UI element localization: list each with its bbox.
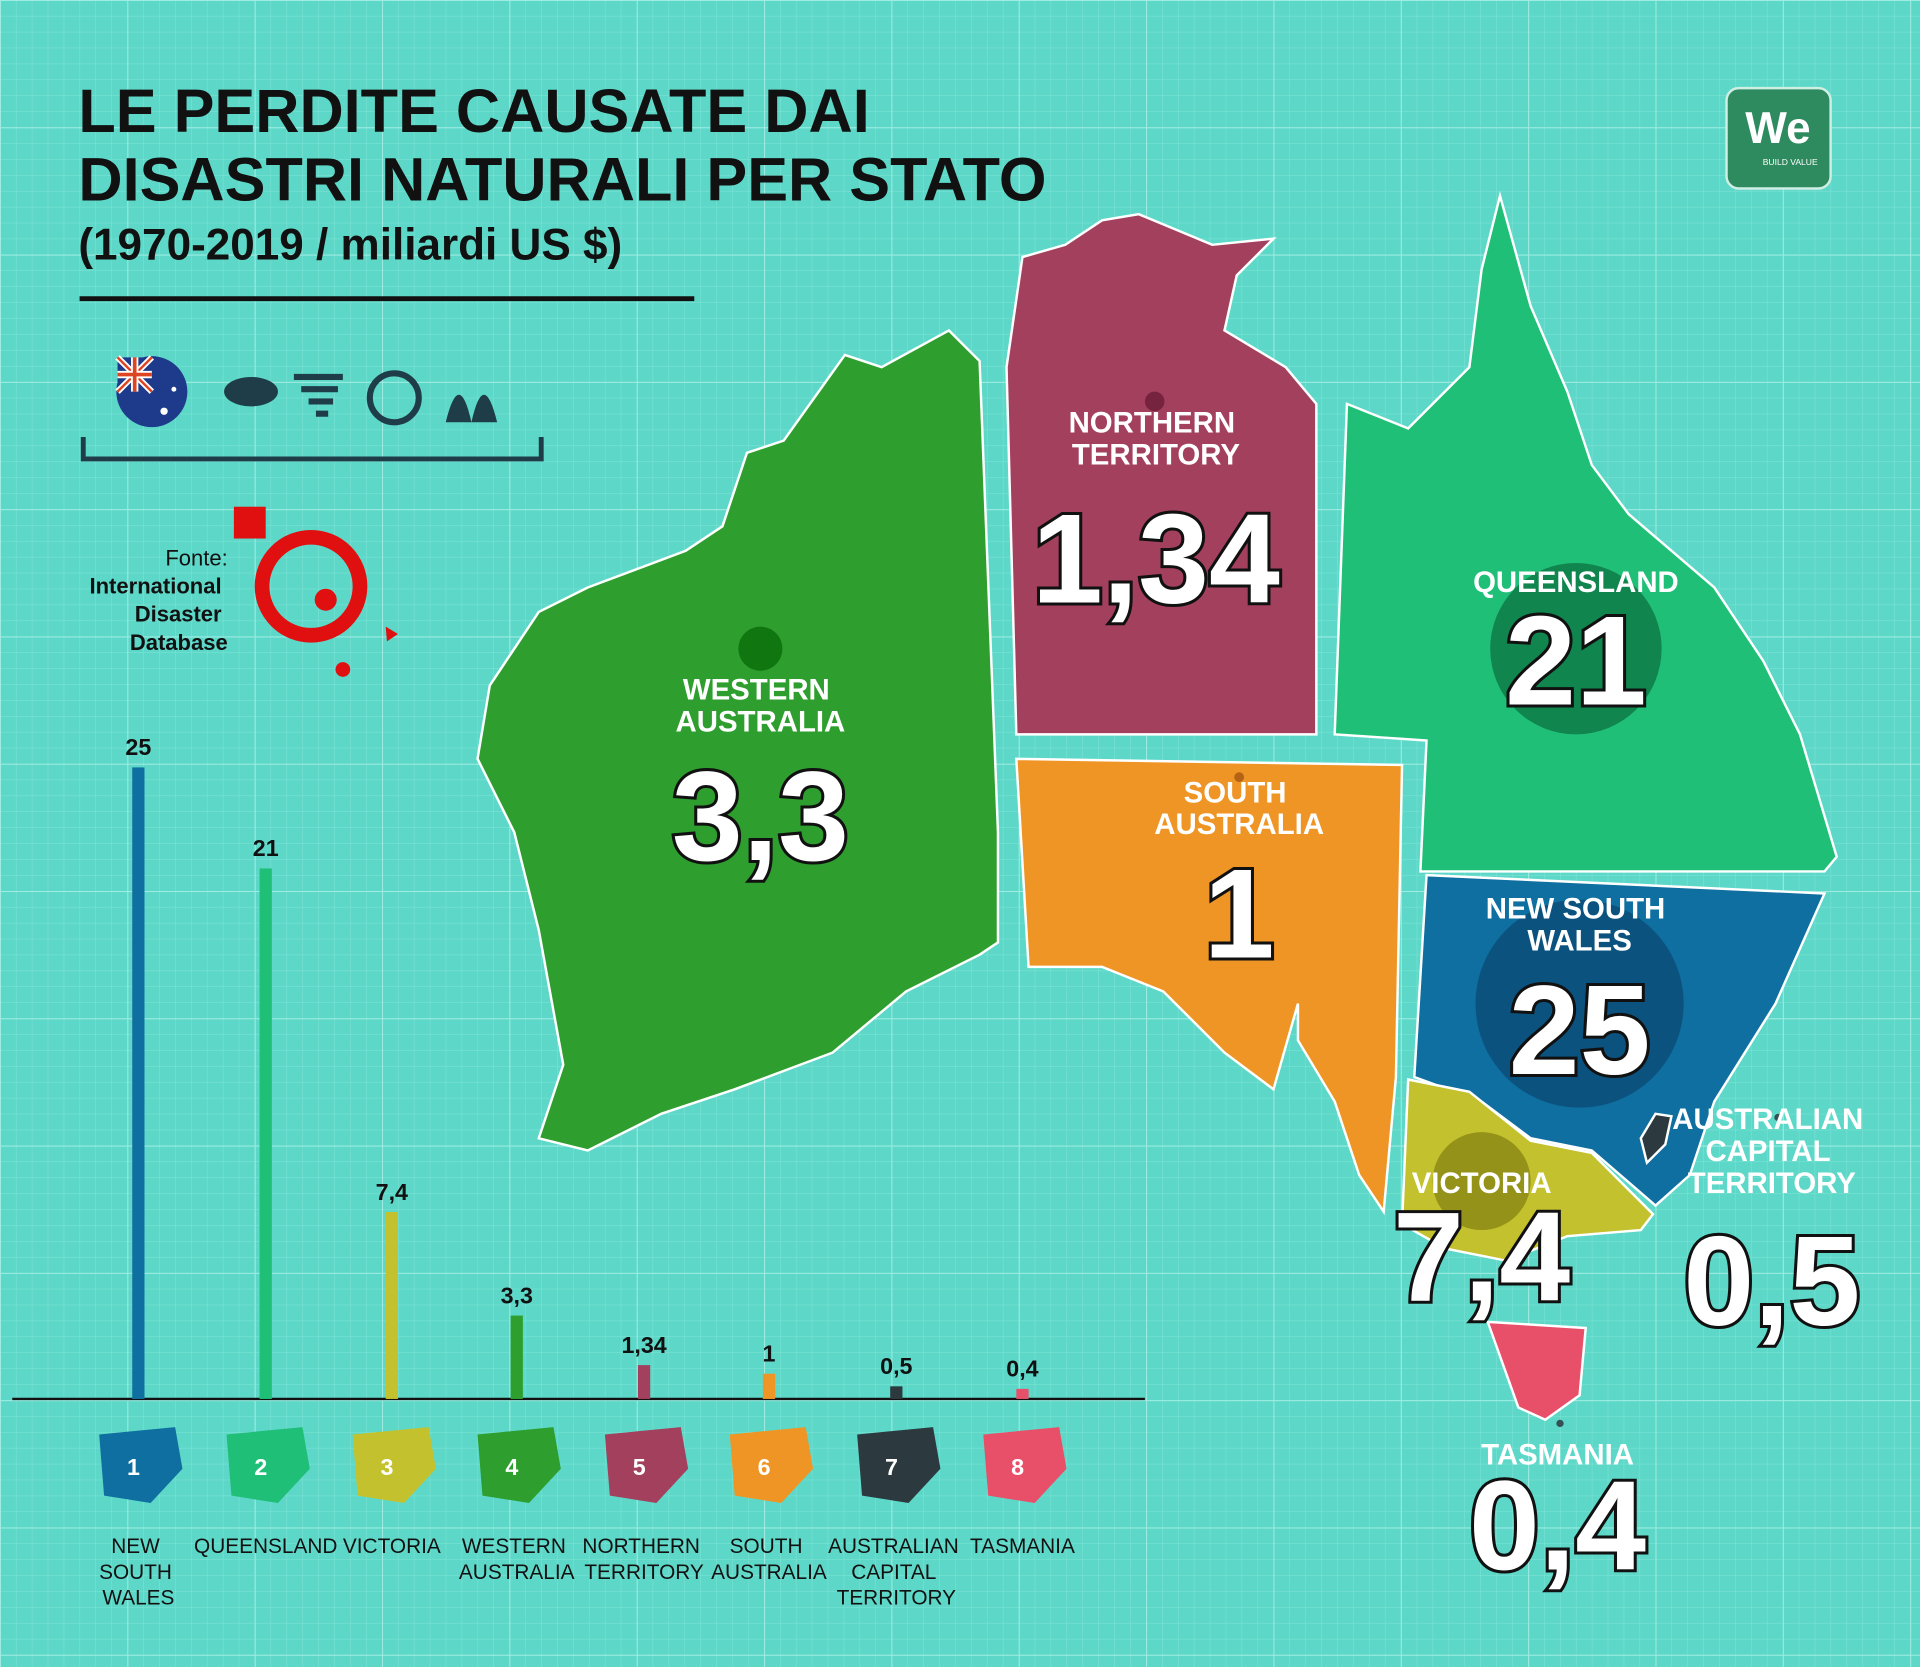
state-icon <box>604 1427 689 1503</box>
state-icon <box>226 1427 310 1503</box>
map-state-name: NEW SOUTH WALES <box>1486 892 1674 957</box>
map-state-name: SOUTH AUSTRALIA <box>1154 776 1324 841</box>
state-region <box>1485 1320 1588 1422</box>
bar <box>890 1386 903 1399</box>
category-label: SOUTH AUSTRALIA <box>711 1535 827 1584</box>
bar <box>132 767 145 1399</box>
bar-value-label: 1 <box>763 1340 776 1366</box>
category-label: QUEENSLAND <box>194 1535 337 1558</box>
map-state-name: QUEENSLAND <box>1473 566 1679 599</box>
state-region <box>1639 1112 1673 1166</box>
state-number: 2 <box>254 1454 267 1480</box>
state-region <box>1005 212 1318 736</box>
map-value: 0,4 <box>1469 1455 1646 1597</box>
category-label: TASMANIA <box>970 1535 1075 1558</box>
state-icon <box>352 1427 436 1503</box>
map-value: 3,3 <box>672 745 849 887</box>
category-label: NEW SOUTH WALES <box>99 1535 178 1609</box>
category-label: WESTERN AUSTRALIA <box>459 1535 575 1584</box>
bar-value-label: 3,3 <box>501 1282 533 1308</box>
map-value: 1,34 <box>1032 488 1280 630</box>
state-number: 1 <box>127 1454 140 1480</box>
subtitle: (1970-2019 / miliardi US $) <box>78 220 622 269</box>
map-dot <box>738 626 783 671</box>
bar-value-label: 1,34 <box>621 1332 666 1358</box>
splat <box>233 506 398 677</box>
state-number: 5 <box>633 1454 646 1480</box>
state-region <box>1015 757 1404 1216</box>
logo: We BUILD VALUE <box>1725 86 1832 190</box>
bracket <box>80 436 544 462</box>
state-icon <box>99 1427 183 1503</box>
map-state-name: TASMANIA <box>1481 1438 1634 1471</box>
source: International Disaster Database <box>89 574 227 655</box>
title: LE PERDITE CAUSATE DAI DISASTRI NATURALI… <box>78 77 1046 214</box>
map-dot <box>1774 1113 1782 1122</box>
state-number: 3 <box>380 1454 393 1480</box>
map-dot <box>1490 563 1662 735</box>
state-region <box>476 328 1000 1152</box>
bar <box>762 1373 776 1399</box>
bar-value-label: 0,5 <box>880 1353 912 1379</box>
state-number: 8 <box>1011 1454 1024 1480</box>
map-value: 1 <box>1204 843 1275 985</box>
map-value: 0,5 <box>1683 1210 1860 1352</box>
bar-value-label: 21 <box>253 835 279 861</box>
state-region <box>1333 191 1839 873</box>
icons <box>115 355 498 428</box>
logo-text: We <box>1745 104 1810 153</box>
state-number: 6 <box>758 1454 771 1480</box>
source-label: Fonte: <box>165 545 227 570</box>
bar <box>510 1315 523 1399</box>
map-value: 7,4 <box>1393 1185 1570 1327</box>
map-state-name: AUSTRALIAN CAPITAL TERRITORY <box>1672 1103 1871 1200</box>
category-label: NORTHERN TERRITORY <box>582 1535 705 1584</box>
map-value: 25 <box>1509 959 1651 1101</box>
map-dot <box>1475 899 1684 1108</box>
map-dot <box>1144 391 1165 412</box>
map-dot <box>1234 772 1245 783</box>
logo-box <box>1725 86 1832 190</box>
category-label: VICTORIA <box>343 1535 441 1558</box>
bar <box>259 868 272 1399</box>
logo-tagline: BUILD VALUE <box>1763 157 1818 167</box>
bar <box>637 1365 651 1399</box>
bar-value-label: 0,4 <box>1006 1356 1038 1382</box>
state-icon <box>857 1427 941 1503</box>
state-icon <box>477 1427 561 1503</box>
state-number: 4 <box>505 1454 518 1480</box>
map-dot <box>1432 1132 1531 1231</box>
bar-chart: 25 1 NEW SOUTH WALES 21 2 QUEENSLAND 7,4 3 VICTO… <box>99 734 1075 1609</box>
state-number: 7 <box>885 1454 898 1480</box>
bar-value-label: 7,4 <box>376 1179 408 1205</box>
map-state-name: NORTHERN TERRITORY <box>1069 406 1244 471</box>
bar <box>385 1212 398 1399</box>
state-icon <box>983 1427 1067 1503</box>
bar <box>1016 1388 1029 1399</box>
map-dot <box>1556 1419 1564 1428</box>
bar-value-label: 25 <box>125 734 151 760</box>
map-state-name: VICTORIA <box>1412 1167 1552 1200</box>
category-label: AUSTRALIAN CAPITAL TERRITORY <box>828 1535 964 1609</box>
state-icon <box>729 1427 814 1503</box>
map-value: 21 <box>1505 589 1647 731</box>
map-state-name: WESTERN AUSTRALIA <box>676 673 846 738</box>
